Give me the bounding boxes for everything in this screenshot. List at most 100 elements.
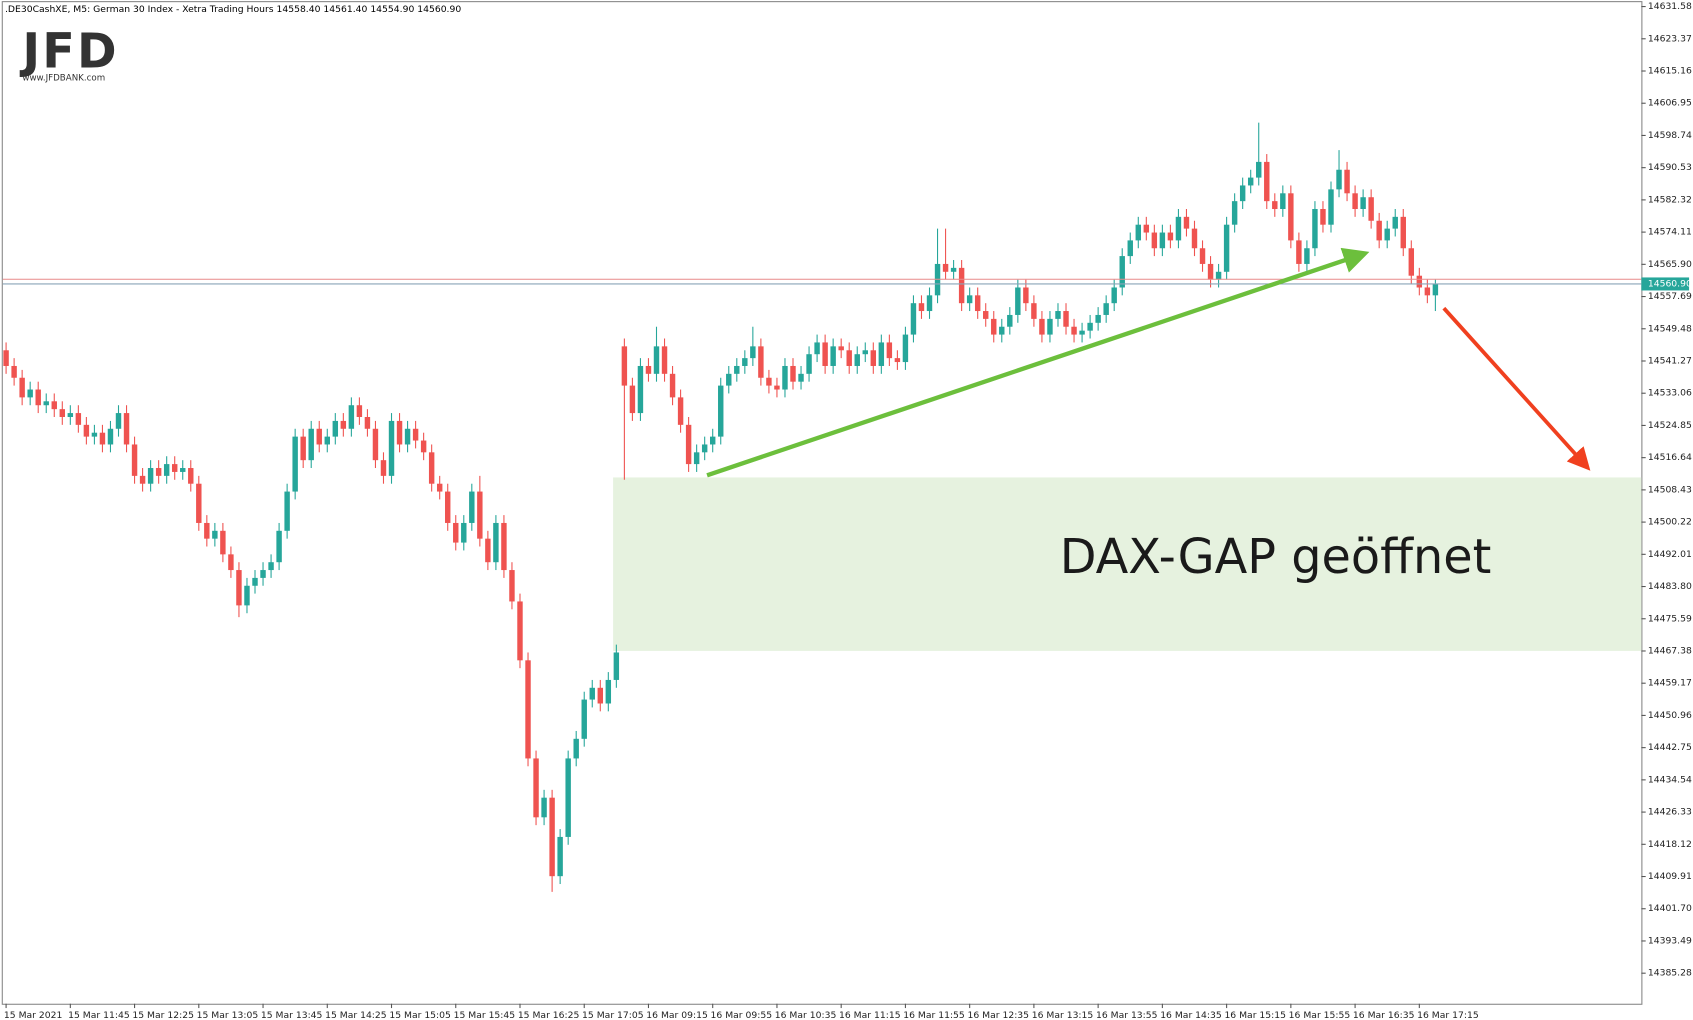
candle-body [701,444,708,453]
y-tick-label: 14582.32 [1648,194,1692,205]
candle-body [718,385,724,437]
y-tick-label: 14401.70 [1648,903,1692,914]
candle-body [115,413,122,429]
candle-body [404,428,411,445]
candle-body [308,428,314,461]
y-tick-label: 14385.28 [1648,968,1692,979]
candle-body [1031,303,1037,319]
candle-body [436,483,443,492]
y-tick-label: 14393.49 [1648,935,1692,946]
candle-body [1320,208,1326,225]
candle-body [966,295,973,304]
y-tick-label: 14442.75 [1648,742,1692,753]
candle-body [1352,193,1358,209]
candle-body [51,401,57,410]
candle-body [1023,287,1029,304]
x-tick-label: 16 Mar 09:15 [646,1010,708,1020]
candle-body [1167,232,1174,241]
candle-body [1408,248,1415,276]
candle-body [1207,263,1214,280]
candle-body [204,522,210,539]
candle-body [693,452,700,465]
candle-body [180,468,186,472]
y-tick-label: 14557.69 [1648,291,1692,302]
candle-body [790,365,796,382]
y-tick-label: 14533.06 [1648,388,1692,399]
candle-body [501,522,507,571]
logo: JFD [19,24,119,79]
candle-body [1360,197,1366,209]
candle-body [1151,232,1158,249]
candle-body [107,428,114,445]
y-tick-label: 14508.43 [1648,484,1692,495]
candle-body [645,365,652,374]
x-tick-label: 16 Mar 10:35 [775,1010,837,1020]
candle-body [1015,287,1021,315]
x-tick-label: 16 Mar 15:15 [1224,1010,1286,1020]
x-tick-label: 16 Mar 12:35 [967,1010,1029,1020]
candle-body [477,491,483,539]
candle-body [35,389,41,406]
candle-body [1047,318,1053,335]
x-tick-label: 15 Mar 15:45 [454,1010,516,1020]
x-tick-label: 16 Mar 17:15 [1417,1010,1479,1020]
y-tick-label: 14623.37 [1648,33,1692,44]
candle-body [894,358,901,363]
y-tick-label: 14598.74 [1648,130,1692,141]
candle-body [1231,201,1238,225]
candle-body [260,570,266,578]
candle-body [637,365,644,414]
down-arrow [1442,306,1591,471]
candle-body [814,342,820,355]
candle-body [396,420,403,445]
candle-body [782,365,788,390]
candle-body [372,428,379,461]
x-tick-label: 15 Mar 14:25 [325,1010,387,1020]
x-tick-label: 15 Mar 13:05 [197,1010,259,1020]
candle-body [332,420,339,437]
candle-body [862,350,868,355]
candle-body [918,303,925,312]
candle-body [27,389,33,398]
x-tick-label: 16 Mar 13:15 [1032,1010,1094,1020]
candle-body [11,365,17,378]
candle-body [19,377,25,398]
y-tick-label: 14492.01 [1648,549,1692,560]
candle-body [420,440,427,453]
y-tick-label: 14434.54 [1648,774,1692,785]
candle-body [565,758,571,837]
candle-body [3,350,9,366]
price-label: 14560.90 [1648,278,1692,289]
candle-body [1175,216,1182,241]
candle-body [1111,287,1117,304]
price-box [1641,277,1690,291]
candle-body [1239,185,1246,202]
candles [3,122,1439,892]
candle-body [493,522,499,563]
y-tick-label: 14615.16 [1648,66,1692,77]
candle-body [902,334,909,363]
candle-body [597,687,604,704]
candle-body [1304,248,1310,264]
candle-body [99,432,106,445]
candle-body [445,491,451,523]
x-tick-label: 15 Mar 17:05 [582,1010,644,1020]
candle-body [950,267,957,272]
candle-body [1280,193,1286,209]
candle-body [461,522,467,543]
candle-body [1159,232,1166,249]
candle-body [1376,220,1382,241]
candle-body [1127,240,1133,257]
gap-annotation: DAX-GAP geöffnet [1060,530,1492,585]
candle-body [236,570,242,606]
candle-body [324,436,330,445]
candle-body [1103,303,1109,315]
candle-body [830,346,836,366]
candle-body [59,409,66,417]
candle-body [621,346,628,386]
x-tick-label: 16 Mar 16:35 [1353,1010,1415,1020]
candle-body [300,436,306,461]
candle-body [1079,330,1085,335]
